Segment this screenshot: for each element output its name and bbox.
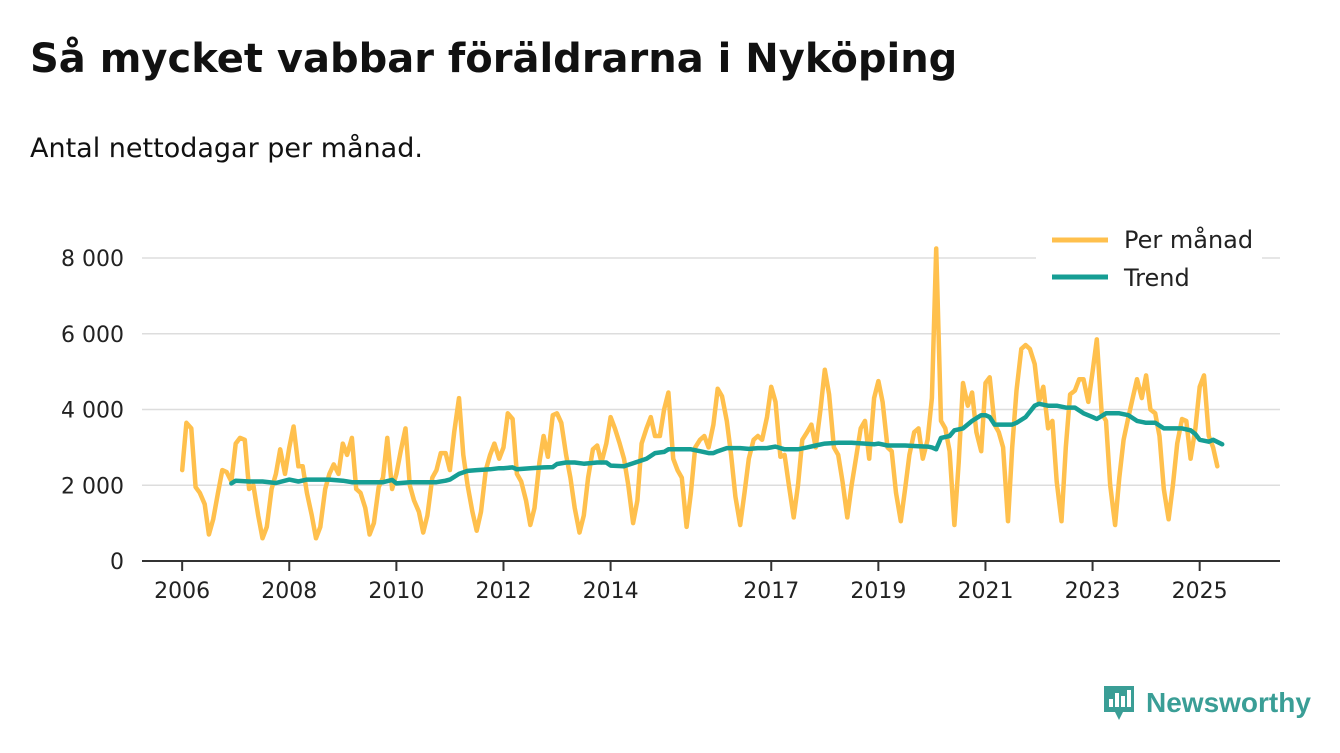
x-axis: 2006 2008 2010 2012 2014 2017 2019 2021 2023 2025 xyxy=(142,560,1280,604)
legend: Per månad Trend xyxy=(1036,222,1262,302)
y-tick-label: 4 000 xyxy=(61,399,124,424)
y-tick-label: 8 000 xyxy=(61,247,124,272)
y-tick-label: 0 xyxy=(110,550,124,575)
x-tick-label: 2025 xyxy=(1172,579,1228,604)
legend-label-per-manad: Per månad xyxy=(1124,225,1253,254)
x-tick-label: 2023 xyxy=(1065,579,1121,604)
chart-subtitle: Antal nettodagar per månad. xyxy=(30,133,423,164)
y-tick-label: 6 000 xyxy=(61,323,124,348)
x-tick-label: 2017 xyxy=(743,579,799,604)
newsworthy-logo-icon xyxy=(1104,686,1134,720)
x-tick-label: 2021 xyxy=(957,579,1013,604)
y-axis: 0 2 000 4 000 6 000 8 000 xyxy=(61,247,124,575)
legend-background xyxy=(1036,222,1262,302)
brand-logo: Newsworthy xyxy=(1102,683,1311,723)
series-line-trend xyxy=(229,401,1225,486)
x-tick-label: 2014 xyxy=(583,579,639,604)
brand-name: Newsworthy xyxy=(1146,687,1311,718)
x-tick-label: 2006 xyxy=(154,579,210,604)
y-tick-label: 2 000 xyxy=(61,474,124,499)
x-tick-label: 2012 xyxy=(475,579,531,604)
x-tick-label: 2008 xyxy=(261,579,317,604)
legend-label-trend: Trend xyxy=(1123,264,1190,292)
chart-title: Så mycket vabbar föräldrarna i Nyköping xyxy=(30,36,958,82)
series-line-per-manad xyxy=(179,246,1220,541)
x-tick-label: 2010 xyxy=(368,579,424,604)
series-layer xyxy=(179,246,1225,541)
x-tick-label: 2019 xyxy=(850,579,906,604)
